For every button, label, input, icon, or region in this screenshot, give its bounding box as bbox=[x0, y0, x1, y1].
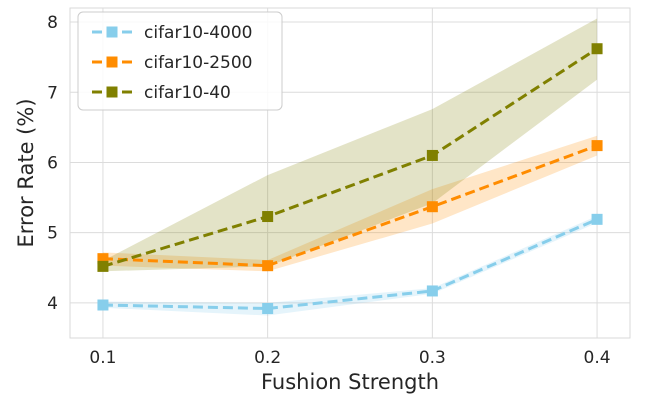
legend-marker bbox=[106, 56, 118, 68]
data-point bbox=[591, 43, 603, 55]
legend-label: cifar10-40 bbox=[144, 83, 231, 103]
data-point bbox=[426, 149, 438, 161]
y-tick-label: 5 bbox=[47, 224, 58, 244]
data-point bbox=[591, 213, 603, 225]
data-point bbox=[262, 303, 274, 315]
legend-label: cifar10-4000 bbox=[144, 23, 253, 43]
legend-marker bbox=[106, 26, 118, 38]
legend: cifar10-4000 cifar10-2500 cifar10-40 bbox=[77, 11, 283, 111]
y-axis-label: Error Rate (%) bbox=[14, 98, 38, 247]
x-tick-label: 0.1 bbox=[89, 348, 116, 368]
x-tick-label: 0.2 bbox=[254, 348, 281, 368]
data-point bbox=[262, 260, 274, 272]
confidence-band bbox=[102, 18, 598, 272]
data-point bbox=[262, 211, 274, 223]
data-point bbox=[591, 140, 603, 152]
series-line bbox=[102, 217, 598, 311]
series-line bbox=[102, 47, 598, 268]
legend-box bbox=[77, 11, 283, 111]
series-line bbox=[102, 144, 598, 268]
data-point bbox=[97, 299, 109, 311]
x-axis-label: Fushion Strength bbox=[261, 370, 439, 394]
legend-label: cifar10-2500 bbox=[144, 53, 253, 73]
x-tick-label: 0.4 bbox=[584, 348, 611, 368]
confidence-band bbox=[102, 135, 598, 272]
data-point bbox=[426, 285, 438, 297]
series-markers bbox=[97, 43, 603, 315]
tick-labels: 4 5 6 7 8 0.1 0.2 0.3 0.4 bbox=[47, 13, 610, 368]
legend-marker bbox=[106, 86, 118, 98]
x-tick-label: 0.3 bbox=[419, 348, 446, 368]
y-tick-label: 7 bbox=[47, 83, 58, 103]
data-point bbox=[426, 201, 438, 213]
data-point bbox=[97, 253, 109, 265]
data-point bbox=[97, 260, 109, 272]
y-tick-label: 6 bbox=[47, 153, 58, 173]
y-tick-label: 8 bbox=[47, 13, 58, 33]
y-tick-label: 4 bbox=[47, 294, 58, 314]
series-lines bbox=[102, 47, 598, 311]
